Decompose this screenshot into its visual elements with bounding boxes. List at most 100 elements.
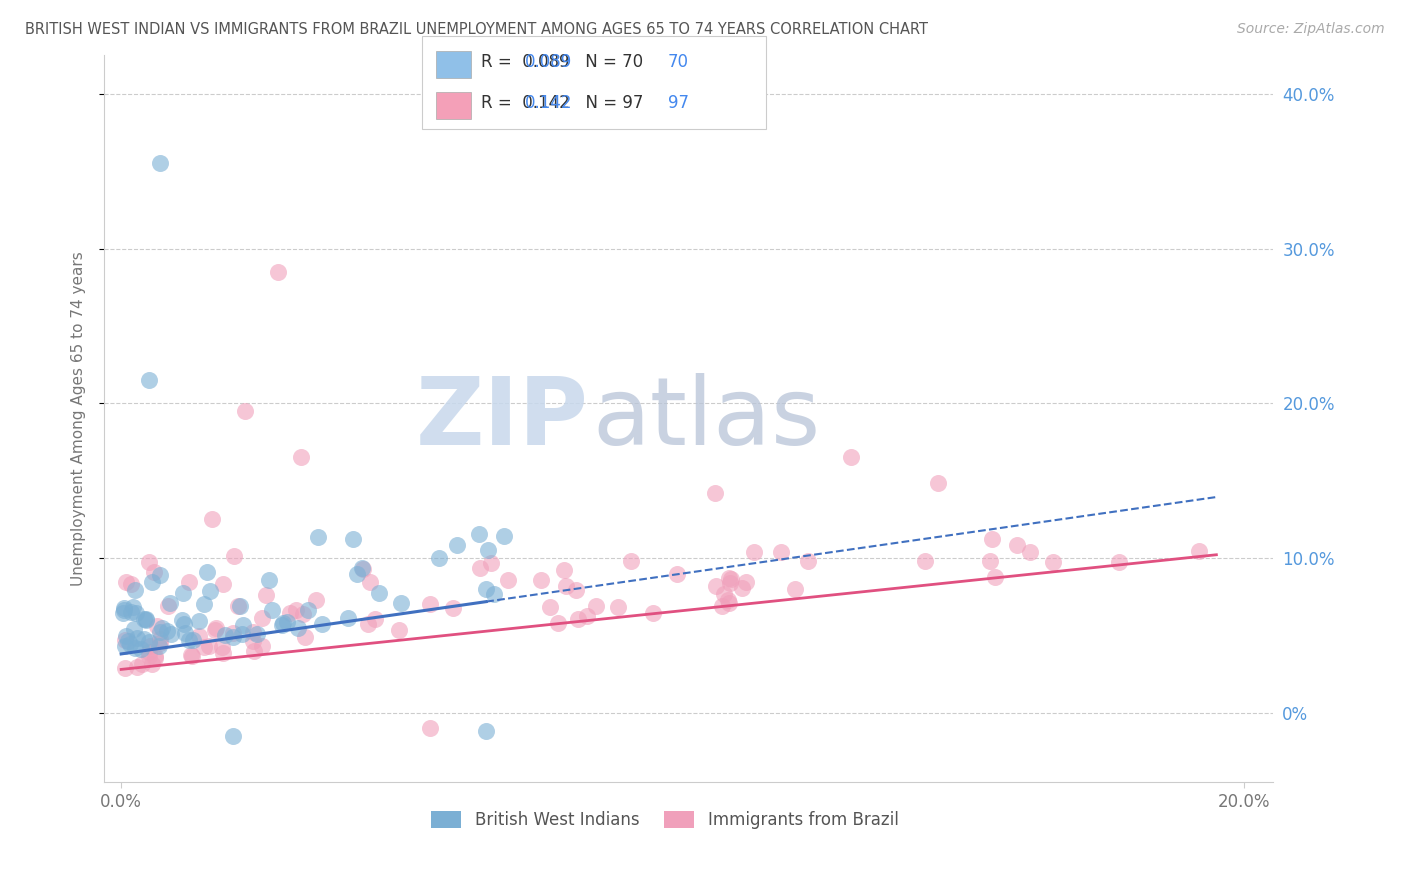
Point (718, 576, 741, 591)
Point (260, 603, 283, 617)
Text: Source: ZipAtlas.com: Source: ZipAtlas.com (1237, 22, 1385, 37)
Point (538, 600, 561, 615)
Point (494, 528, 516, 542)
Point (839, 450, 862, 465)
Point (364, 612, 387, 626)
Point (292, 607, 315, 621)
Point (143, 648, 166, 663)
Point (193, 597, 215, 611)
Point (257, 573, 280, 587)
Point (118, 637, 141, 651)
Point (114, 661, 136, 675)
Point (359, 574, 381, 589)
Point (1019, 545, 1042, 559)
Point (276, 615, 298, 630)
Point (156, 599, 179, 614)
Point (160, 627, 183, 641)
Point (173, 616, 195, 631)
Point (112, 600, 135, 615)
Point (143, 565, 166, 579)
Point (195, 565, 218, 579)
Point (200, 511, 222, 525)
Point (211, 646, 233, 660)
Point (704, 579, 727, 593)
Point (389, 596, 412, 610)
Point (198, 584, 221, 599)
Point (193, 640, 215, 654)
Point (177, 633, 200, 648)
Point (114, 632, 136, 647)
Point (742, 545, 765, 559)
Point (149, 156, 172, 170)
Point (666, 567, 689, 582)
Point (271, 618, 294, 632)
Point (287, 622, 309, 636)
Point (131, 641, 153, 656)
Point (221, 630, 243, 644)
Point (585, 599, 607, 613)
Point (388, 623, 411, 637)
Point (148, 640, 170, 654)
Point (242, 644, 264, 658)
Legend: British West Indians, Immigrants from Brazil: British West Indians, Immigrants from Br… (425, 805, 905, 836)
Point (156, 624, 179, 638)
Point (122, 622, 145, 636)
Point (111, 607, 134, 621)
Point (180, 648, 202, 663)
Point (222, 549, 245, 563)
Point (159, 596, 181, 610)
Point (242, 625, 264, 640)
Point (607, 600, 630, 615)
Point (441, 601, 464, 615)
Point (174, 625, 197, 640)
Point (927, 476, 949, 491)
Point (914, 554, 936, 568)
Point (246, 627, 269, 641)
Point (211, 640, 233, 654)
Point (127, 631, 149, 645)
Text: BRITISH WEST INDIAN VS IMMIGRANTS FROM BRAZIL UNEMPLOYMENT AMONG AGES 65 TO 74 Y: BRITISH WEST INDIAN VS IMMIGRANTS FROM B… (25, 22, 928, 37)
Point (172, 586, 194, 600)
Point (141, 657, 163, 672)
Point (346, 567, 368, 582)
Point (125, 660, 148, 674)
Point (232, 617, 254, 632)
Point (1042, 555, 1064, 569)
Point (797, 554, 820, 568)
Point (149, 632, 172, 647)
Text: ZIP: ZIP (416, 373, 589, 465)
Point (226, 599, 249, 614)
Point (115, 575, 138, 590)
Point (181, 633, 204, 648)
Point (979, 554, 1001, 568)
Point (711, 599, 734, 613)
Point (769, 545, 792, 559)
Point (1188, 544, 1211, 558)
Point (311, 617, 333, 632)
Point (125, 606, 148, 620)
Point (427, 551, 450, 566)
Point (187, 629, 209, 643)
Point (342, 532, 364, 546)
Point (135, 612, 157, 626)
Point (134, 632, 156, 646)
Point (717, 571, 740, 585)
Point (121, 599, 143, 614)
Point (367, 586, 389, 600)
Point (222, 729, 245, 743)
Point (271, 615, 294, 630)
Point (352, 561, 374, 575)
Point (149, 567, 172, 582)
Point (980, 532, 1002, 546)
Point (205, 621, 228, 635)
Point (1108, 556, 1130, 570)
Point (138, 645, 160, 659)
Point (468, 560, 491, 574)
Point (198, 639, 221, 653)
Point (294, 631, 316, 645)
Point (468, 526, 491, 541)
Point (575, 609, 598, 624)
Point (530, 574, 553, 588)
Point (284, 603, 307, 617)
Point (357, 617, 380, 632)
